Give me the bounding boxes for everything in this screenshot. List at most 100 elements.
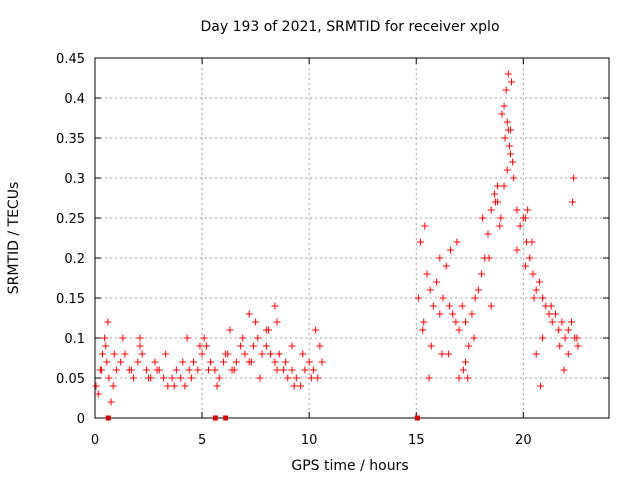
x-tick-label: 0 <box>91 433 99 448</box>
data-point <box>513 206 521 214</box>
data-point <box>252 318 260 326</box>
data-point <box>202 342 210 350</box>
data-point <box>282 358 290 366</box>
data-point <box>427 342 435 350</box>
data-point <box>421 222 429 230</box>
chart-title: Day 193 of 2021, SRMTID for receiver xpl… <box>200 19 499 35</box>
data-point <box>190 358 198 366</box>
data-point <box>262 342 270 350</box>
x-tick-label: 10 <box>301 433 318 448</box>
data-point <box>564 350 572 358</box>
data-point <box>485 254 493 262</box>
data-point <box>487 302 495 310</box>
data-point <box>292 374 300 382</box>
data-point <box>479 214 487 222</box>
data-point <box>273 366 281 374</box>
data-point <box>127 366 135 374</box>
y-tick-label: 0.45 <box>56 52 85 67</box>
data-point <box>498 110 506 118</box>
data-point <box>181 382 189 390</box>
data-point <box>455 374 463 382</box>
data-point <box>471 294 479 302</box>
data-point <box>205 366 213 374</box>
data-point <box>438 350 446 358</box>
data-point <box>316 342 324 350</box>
data-point <box>436 310 444 318</box>
data-point <box>271 358 279 366</box>
data-point <box>307 374 315 382</box>
data-point <box>528 238 536 246</box>
axis-ticks: 0 0.05 0.1 0.15 0.2 0.25 0.3 0.35 0.4 0.45 0 5 10 15 2… <box>56 52 609 448</box>
data-point <box>271 302 279 310</box>
data-point <box>98 350 106 358</box>
data-point <box>574 342 582 350</box>
data-point <box>232 358 240 366</box>
data-point <box>305 358 313 366</box>
data-point <box>273 318 281 326</box>
data-point <box>453 238 461 246</box>
data-point <box>462 318 470 326</box>
data-point <box>94 390 102 398</box>
data-point <box>478 270 486 278</box>
data-point <box>211 366 219 374</box>
data-point <box>442 262 450 270</box>
gap-marker <box>223 415 229 421</box>
data-point <box>196 342 204 350</box>
y-tick-label: 0.15 <box>56 292 85 307</box>
data-point <box>245 310 253 318</box>
y-tick-label: 0.3 <box>64 172 85 187</box>
data-point <box>501 134 509 142</box>
data-point <box>153 366 161 374</box>
data-point <box>110 350 118 358</box>
data-point <box>449 310 457 318</box>
y-tick-label: 0.2 <box>64 252 85 267</box>
data-point <box>121 350 129 358</box>
data-point <box>151 358 159 366</box>
data-point <box>194 366 202 374</box>
data-point <box>444 350 452 358</box>
data-point <box>464 374 472 382</box>
data-point <box>530 294 538 302</box>
data-point <box>168 374 176 382</box>
data-point <box>510 174 518 182</box>
data-point <box>569 198 577 206</box>
data-point <box>465 342 473 350</box>
data-point <box>556 342 564 350</box>
data-point <box>117 358 125 366</box>
data-point <box>504 70 512 78</box>
data-point <box>470 334 478 342</box>
data-point <box>555 326 563 334</box>
data-point <box>288 342 296 350</box>
data-point <box>561 334 569 342</box>
data-point <box>426 286 434 294</box>
data-point <box>414 294 422 302</box>
data-point <box>241 350 249 358</box>
data-point <box>179 358 187 366</box>
data-point <box>104 318 112 326</box>
data-point <box>564 326 572 334</box>
data-point <box>220 358 227 366</box>
data-point <box>502 86 510 94</box>
data-point <box>109 382 117 390</box>
y-axis-label: SRMTID / TECUs <box>6 182 22 295</box>
data-point <box>509 158 517 166</box>
gap-marker <box>105 415 111 421</box>
data-point <box>558 318 566 326</box>
data-point <box>297 382 305 390</box>
data-point <box>160 374 168 382</box>
data-point <box>474 286 482 294</box>
y-tick-label: 0.05 <box>56 372 85 387</box>
data-point <box>222 350 230 358</box>
y-tick-label: 0.35 <box>56 132 85 147</box>
data-point <box>172 366 180 374</box>
data-point <box>134 358 142 366</box>
data-points <box>92 70 582 406</box>
data-point <box>101 334 109 342</box>
data-point <box>491 198 499 206</box>
data-point <box>226 326 234 334</box>
data-point <box>503 166 511 174</box>
data-point <box>170 382 178 390</box>
data-point <box>309 366 317 374</box>
gap-markers <box>105 415 420 421</box>
data-point <box>490 190 498 198</box>
